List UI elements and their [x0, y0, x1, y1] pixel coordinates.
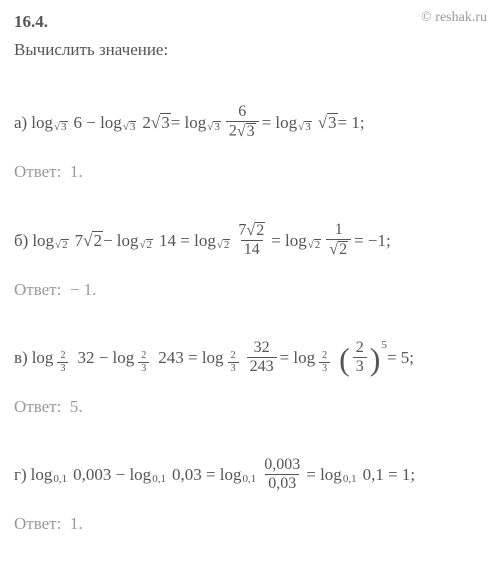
log-subscript: √2 [308, 239, 322, 251]
log-subscript: 23 [225, 351, 242, 374]
solution-a: а) log √3 6 − log √3 2 √3 = log √3 6 2√3… [14, 104, 487, 182]
text: log [32, 232, 54, 249]
math-line-b: б) log √2 7 √2 − log √2 14 = log √2 7√2 … [14, 222, 487, 258]
text: 32 − log [77, 349, 134, 366]
text: 14 = log [159, 232, 216, 249]
text: log [31, 466, 53, 483]
log-subscript: 0,1 [243, 474, 257, 485]
prompt-text: Вычислить значение: [14, 40, 487, 60]
log-subscript: √2 [140, 239, 154, 251]
math-line-d: г) log 0,1 0,003 − log 0,1 0,03 = log 0,… [14, 457, 487, 492]
sqrt: √3 [151, 113, 171, 131]
text: = log [262, 114, 298, 131]
text: 243 = log [158, 349, 223, 366]
log-subscript: √3 [123, 121, 137, 133]
log-subscript: √3 [54, 121, 68, 133]
log-subscript: √3 [207, 121, 221, 133]
log-subscript: 0,1 [343, 474, 357, 485]
answer-c: Ответ: 5. [14, 397, 487, 417]
text: = log [171, 114, 207, 131]
answer-a: Ответ: 1. [14, 162, 487, 182]
fraction: 6 2√3 [226, 104, 259, 140]
log-subscript: √2 [217, 239, 231, 251]
solution-b: б) log √2 7 √2 − log √2 14 = log √2 7√2 … [14, 222, 487, 300]
fraction: 7√2 14 [235, 222, 268, 258]
solution-c: в) log 23 32 − log 23 243 = log 23 32 24… [14, 340, 487, 417]
log-subscript: 23 [135, 351, 152, 374]
text: = −1; [354, 232, 391, 249]
math-line-c: в) log 23 32 − log 23 243 = log 23 32 24… [14, 340, 487, 375]
text: = 5; [387, 349, 414, 366]
text: = log [271, 232, 307, 249]
log-subscript: √2 [55, 239, 69, 251]
fraction: 1 √2 [326, 222, 351, 258]
math-line-a: а) log √3 6 − log √3 2 √3 = log √3 6 2√3… [14, 104, 487, 140]
fraction: 0,003 0,03 [261, 457, 303, 492]
log-subscript: 0,1 [152, 474, 166, 485]
fraction: 2 3 [353, 340, 367, 375]
label-c: в) [14, 349, 28, 366]
answer-d: Ответ: 1. [14, 514, 487, 534]
text: 0,03 = log [172, 466, 242, 483]
text: 0,1 = 1; [363, 466, 416, 483]
watermark: © reshak.ru [421, 10, 487, 26]
label-b: б) [14, 232, 28, 249]
text: 6 − log [74, 114, 122, 131]
label-d: г) [14, 466, 27, 483]
paren-close: ) [370, 347, 381, 373]
answer-b: Ответ: − 1. [14, 280, 487, 300]
log-subscript: 23 [316, 351, 333, 374]
sqrt: √3 [318, 113, 338, 131]
log-subscript: 23 [54, 351, 71, 374]
text: = log [306, 466, 342, 483]
text: − log [103, 232, 139, 249]
problem-number: 16.4. [14, 12, 487, 32]
log-subscript: 0,1 [53, 474, 67, 485]
label-a: а) [14, 114, 27, 131]
exponent: 5 [381, 340, 387, 351]
text: log [32, 349, 54, 366]
text: 0,003 − log [73, 466, 151, 483]
text: log [31, 114, 53, 131]
solution-d: г) log 0,1 0,003 − log 0,1 0,03 = log 0,… [14, 457, 487, 534]
paren-open: ( [339, 347, 350, 373]
fraction: 32 243 [247, 340, 277, 375]
sqrt: √2 [83, 231, 103, 249]
text: = log [280, 349, 316, 366]
log-subscript: √3 [298, 121, 312, 133]
text: = 1; [338, 114, 365, 131]
text: 2 [142, 114, 151, 131]
text: 7 [75, 232, 84, 249]
